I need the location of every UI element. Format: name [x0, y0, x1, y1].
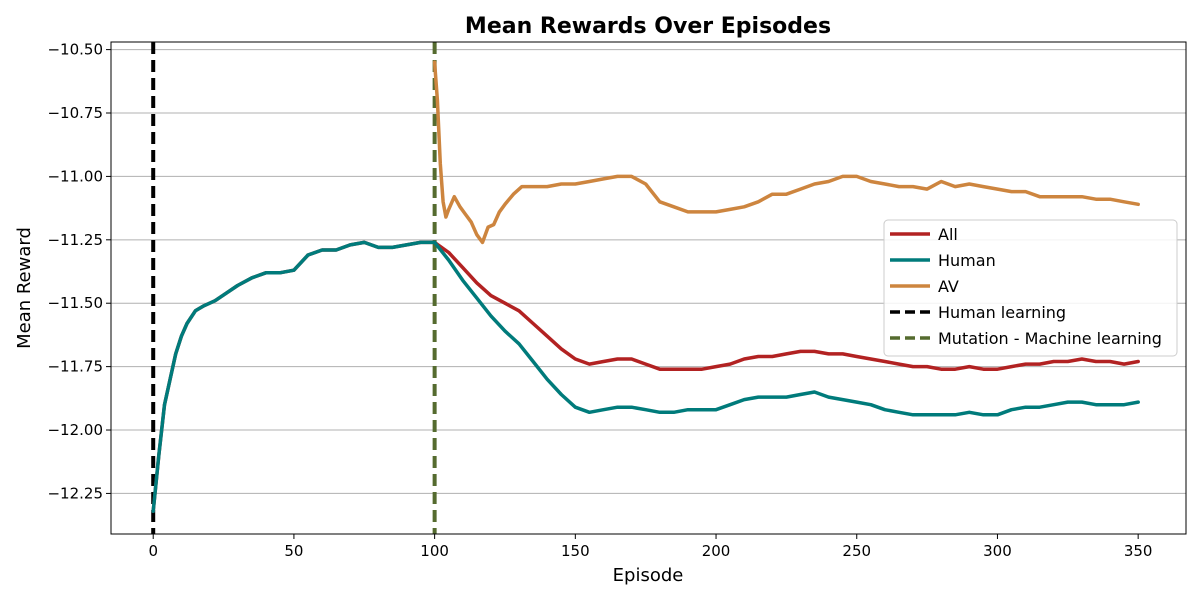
x-tick-label: 0 [148, 542, 158, 560]
chart-title: Mean Rewards Over Episodes [465, 14, 831, 39]
legend-label: Mutation - Machine learning [938, 329, 1162, 348]
legend-label: All [938, 225, 958, 244]
x-axis-ticks: 0 50 100 150 200 250 300 350 [148, 534, 1152, 560]
y-tick-label: −11.25 [47, 231, 103, 249]
y-tick-label: −10.75 [47, 104, 103, 122]
legend-box [883, 219, 1178, 357]
reference-lines [151, 42, 437, 534]
x-tick-label: 150 [561, 542, 590, 560]
legend-label: Human [938, 251, 996, 270]
x-axis-label: Episode [613, 565, 684, 586]
data-series [151, 60, 1140, 513]
y-tick-label: −11.75 [47, 358, 103, 376]
y-tick-label: −12.00 [47, 421, 103, 439]
legend-label: Human learning [938, 303, 1066, 322]
legend-label: AV [938, 277, 959, 296]
x-tick-label: 200 [702, 542, 731, 560]
plot-frame [110, 41, 1187, 535]
y-axis-label: Mean Reward [14, 227, 35, 349]
y-axis-ticks: −10.50 −10.75 −11.00 −11.25 −11.50 −11.75 −12.… [47, 41, 111, 502]
y-tick-label: −10.50 [47, 41, 103, 59]
series-line-human [151, 240, 1140, 513]
y-tick-label: −11.00 [47, 167, 103, 185]
legend: All Human AV Human learning Mutation - Machi… [883, 219, 1178, 357]
x-tick-label: 50 [284, 542, 303, 560]
x-tick-label: 100 [420, 542, 449, 560]
series-line-av [432, 60, 1140, 245]
y-tick-label: −12.25 [47, 484, 103, 502]
x-tick-label: 350 [1124, 542, 1153, 560]
x-tick-label: 300 [983, 542, 1012, 560]
y-tick-label: −11.50 [47, 294, 103, 312]
x-tick-label: 250 [842, 542, 871, 560]
